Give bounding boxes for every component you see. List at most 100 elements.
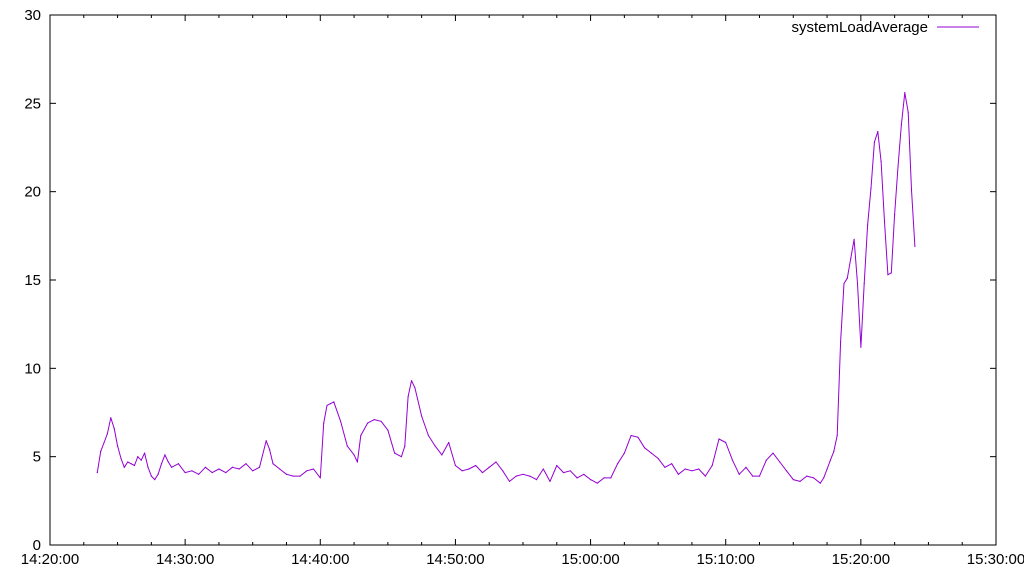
data-point bbox=[468, 468, 470, 470]
data-point bbox=[812, 477, 815, 479]
data-point bbox=[353, 454, 355, 456]
data-point bbox=[870, 187, 872, 189]
data-point bbox=[113, 427, 115, 429]
y-tick-label: 30 bbox=[24, 7, 41, 24]
data-point bbox=[407, 396, 409, 398]
data-point bbox=[144, 452, 146, 454]
data-point bbox=[225, 471, 227, 474]
legend: systemLoadAverage bbox=[792, 19, 979, 36]
data-point bbox=[312, 468, 315, 470]
data-point bbox=[133, 464, 136, 467]
data-point bbox=[887, 274, 889, 276]
data-point bbox=[617, 463, 619, 465]
data-point bbox=[360, 434, 362, 437]
data-point bbox=[329, 403, 332, 405]
data-point bbox=[610, 477, 612, 479]
data-point bbox=[664, 466, 666, 468]
data-point bbox=[410, 380, 413, 382]
plot-border bbox=[49, 14, 997, 546]
x-tick-label: 15:10:00 bbox=[697, 551, 755, 568]
data-point bbox=[441, 454, 443, 456]
x-tick-label: 15:30:00 bbox=[967, 551, 1024, 568]
y-tick-label: 20 bbox=[24, 184, 41, 201]
y-tick-label: 15 bbox=[24, 272, 41, 289]
y-axis: 0 5 10 15 20 25 30 bbox=[24, 7, 996, 554]
data-point bbox=[529, 475, 531, 477]
data-point bbox=[96, 471, 98, 474]
data-point bbox=[914, 245, 916, 248]
data-point bbox=[904, 92, 906, 94]
data-point bbox=[890, 272, 892, 274]
data-point bbox=[846, 277, 848, 279]
data-point bbox=[758, 475, 761, 477]
data-point bbox=[154, 479, 156, 481]
y-tick-label: 5 bbox=[33, 449, 41, 466]
data-point bbox=[245, 463, 247, 465]
data-point bbox=[147, 466, 149, 468]
data-point bbox=[877, 131, 879, 133]
data-point bbox=[326, 404, 328, 407]
data-point bbox=[120, 457, 122, 460]
data-point bbox=[481, 471, 484, 474]
data-point bbox=[475, 464, 477, 467]
data-point bbox=[731, 459, 734, 461]
data-point bbox=[306, 470, 308, 472]
data-point bbox=[404, 445, 406, 447]
data-point bbox=[894, 214, 896, 216]
data-point bbox=[448, 441, 450, 444]
data-point bbox=[157, 473, 159, 475]
data-point bbox=[792, 479, 794, 481]
data-point bbox=[272, 463, 274, 465]
data-point bbox=[160, 463, 163, 465]
data-point bbox=[394, 452, 396, 454]
data-point bbox=[684, 468, 686, 470]
data-point bbox=[258, 466, 261, 468]
data-point bbox=[799, 480, 801, 482]
data-point bbox=[836, 434, 838, 437]
data-point bbox=[191, 470, 193, 472]
data-point bbox=[323, 422, 325, 424]
data-point bbox=[630, 434, 632, 437]
data-point bbox=[910, 189, 913, 191]
data-point bbox=[495, 461, 497, 463]
data-point bbox=[671, 463, 673, 465]
data-point bbox=[637, 436, 639, 438]
data-point bbox=[853, 238, 855, 240]
data-point bbox=[860, 346, 862, 348]
data-point bbox=[562, 471, 565, 474]
data-point bbox=[279, 468, 281, 470]
series-line-systemLoadAverage bbox=[96, 92, 916, 484]
data-point bbox=[522, 473, 524, 475]
data-point bbox=[252, 470, 254, 472]
series-points bbox=[96, 92, 916, 484]
data-point bbox=[100, 450, 102, 452]
data-point bbox=[299, 475, 301, 477]
data-point bbox=[843, 282, 845, 285]
data-point bbox=[116, 445, 119, 447]
x-tick-label: 15:20:00 bbox=[832, 551, 890, 568]
data-point bbox=[171, 466, 173, 468]
data-point bbox=[454, 464, 457, 467]
data-point bbox=[603, 477, 605, 479]
data-point bbox=[269, 449, 271, 451]
data-point bbox=[167, 461, 169, 463]
data-point bbox=[880, 161, 882, 163]
data-point bbox=[677, 473, 680, 475]
data-point bbox=[867, 224, 869, 226]
data-point bbox=[515, 475, 517, 477]
data-point bbox=[806, 475, 808, 477]
data-point bbox=[826, 468, 828, 470]
data-point bbox=[211, 471, 213, 474]
data-point bbox=[106, 433, 109, 435]
data-point bbox=[265, 440, 267, 442]
data-point bbox=[103, 441, 105, 444]
data-point bbox=[556, 464, 558, 467]
data-point bbox=[198, 473, 200, 475]
legend-label: systemLoadAverage bbox=[792, 19, 928, 36]
data-point bbox=[488, 466, 490, 468]
data-point bbox=[366, 422, 369, 424]
data-point bbox=[123, 466, 125, 468]
data-point bbox=[508, 480, 511, 482]
data-point bbox=[583, 473, 585, 475]
